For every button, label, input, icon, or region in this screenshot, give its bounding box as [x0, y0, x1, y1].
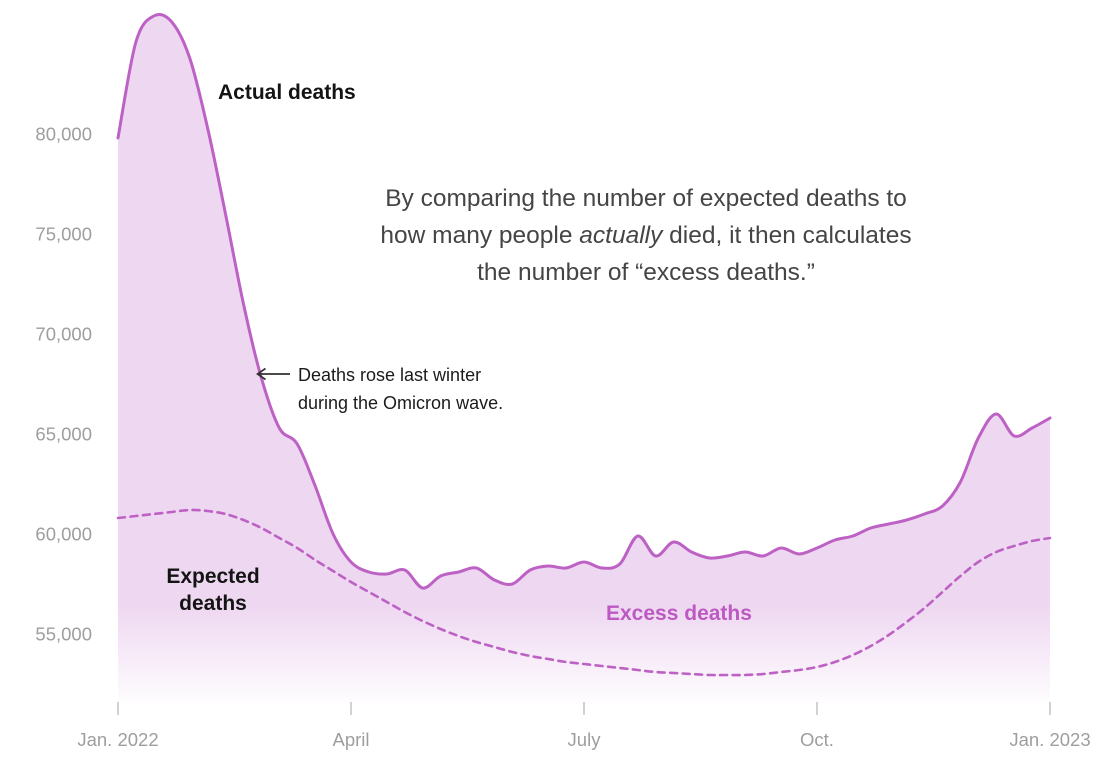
expected-deaths-line — [116, 508, 1052, 677]
explainer-line2: how many people actually died, it then c… — [301, 217, 991, 254]
x-axis-label: Oct. — [800, 729, 834, 750]
x-axis-label: Jan. 2022 — [77, 729, 158, 750]
arrow-left-icon — [254, 367, 292, 381]
actual-deaths-label: Actual deaths — [218, 81, 356, 104]
explainer-line3: the number of “excess deaths.” — [477, 259, 815, 286]
x-axis-label: July — [568, 729, 602, 750]
y-axis-label: 65,000 — [35, 424, 92, 445]
explainer-line2-post: died, it then calculates — [662, 222, 912, 249]
y-axis-label: 75,000 — [35, 224, 92, 245]
explainer-note: By comparing the number of expected deat… — [301, 180, 991, 291]
explainer-line1: By comparing the number of expected deat… — [385, 185, 907, 212]
y-axis-label: 55,000 — [35, 624, 92, 645]
x-axis-label: April — [332, 729, 369, 750]
omicron-note: Deaths rose last winter during the Omicr… — [298, 362, 503, 417]
y-axis-label: 70,000 — [35, 324, 92, 345]
explainer-line2-pre: how many people — [380, 222, 580, 249]
actual-deaths-line — [116, 13, 1052, 590]
omicron-note-line2: during the Omicron wave. — [298, 392, 504, 413]
excess-deaths-area — [118, 14, 1050, 704]
y-axis-label: 60,000 — [35, 524, 92, 545]
y-axis-label: 80,000 — [35, 124, 92, 145]
excess-deaths-label: Excess deaths — [606, 602, 752, 625]
x-axis-label: Jan. 2023 — [1009, 729, 1090, 750]
omicron-note-line1: Deaths rose last winter — [298, 365, 482, 385]
explainer-line2-italic: actually — [579, 222, 663, 249]
expected-deaths-label: Expected deaths — [166, 565, 260, 615]
